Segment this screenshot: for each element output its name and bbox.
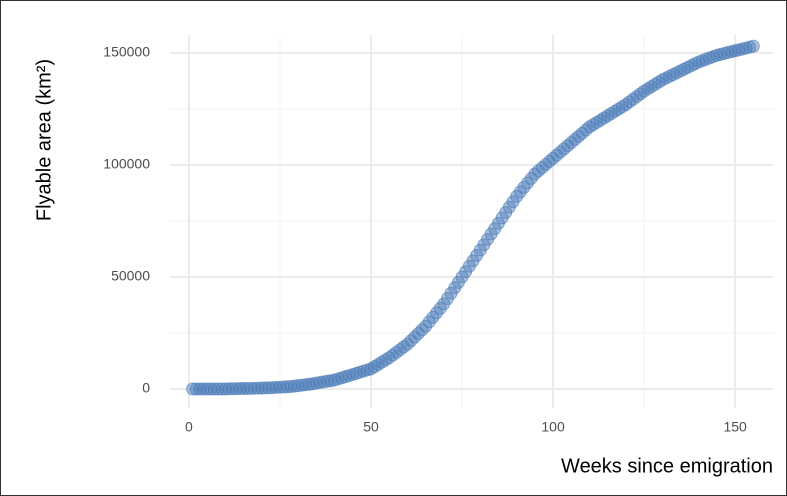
point [197, 382, 210, 396]
point [258, 381, 272, 395]
point [597, 111, 611, 125]
y-tick-label: 150000 [103, 44, 150, 60]
y-tick-label: 0 [142, 380, 150, 396]
point [586, 118, 600, 132]
point [746, 39, 760, 53]
point [211, 382, 225, 396]
point [233, 382, 247, 396]
point [247, 381, 261, 395]
point [590, 115, 604, 129]
x-tick-label: 50 [363, 419, 379, 435]
point [273, 380, 287, 394]
point [593, 113, 607, 127]
point [269, 380, 283, 394]
y-tick-label: 100000 [103, 156, 150, 172]
point [229, 382, 243, 396]
point [240, 382, 254, 396]
point [582, 120, 596, 134]
point [200, 382, 214, 396]
point [415, 323, 429, 337]
point [186, 382, 200, 396]
y-axis-label: Flyable area (km²) [33, 59, 55, 221]
point [604, 106, 618, 120]
point [641, 82, 655, 96]
point [222, 382, 236, 396]
point [189, 382, 203, 396]
point [379, 353, 393, 367]
x-tick-label: 150 [723, 419, 747, 435]
point [251, 381, 265, 395]
points [186, 39, 760, 396]
point [608, 104, 622, 118]
point [375, 355, 389, 369]
x-tick-label: 100 [541, 419, 565, 435]
x-axis-label: Weeks since emigration [561, 455, 773, 477]
point [244, 381, 258, 395]
point [218, 382, 232, 396]
point [652, 75, 666, 89]
point [215, 382, 229, 396]
point [204, 382, 218, 396]
point [615, 100, 629, 114]
point [207, 382, 221, 396]
point [368, 360, 382, 374]
point [193, 382, 207, 396]
point [371, 357, 385, 371]
point [364, 362, 378, 376]
point [612, 102, 626, 116]
point [277, 380, 291, 394]
y-tick-label: 50000 [111, 268, 150, 284]
point [255, 381, 269, 395]
x-tick-label: 0 [185, 419, 193, 435]
point [648, 77, 662, 91]
point [637, 84, 651, 98]
point [644, 80, 658, 94]
point [266, 381, 280, 395]
point [226, 382, 240, 396]
point [237, 382, 251, 396]
point [262, 381, 276, 395]
grid [170, 35, 773, 408]
point [601, 109, 615, 123]
